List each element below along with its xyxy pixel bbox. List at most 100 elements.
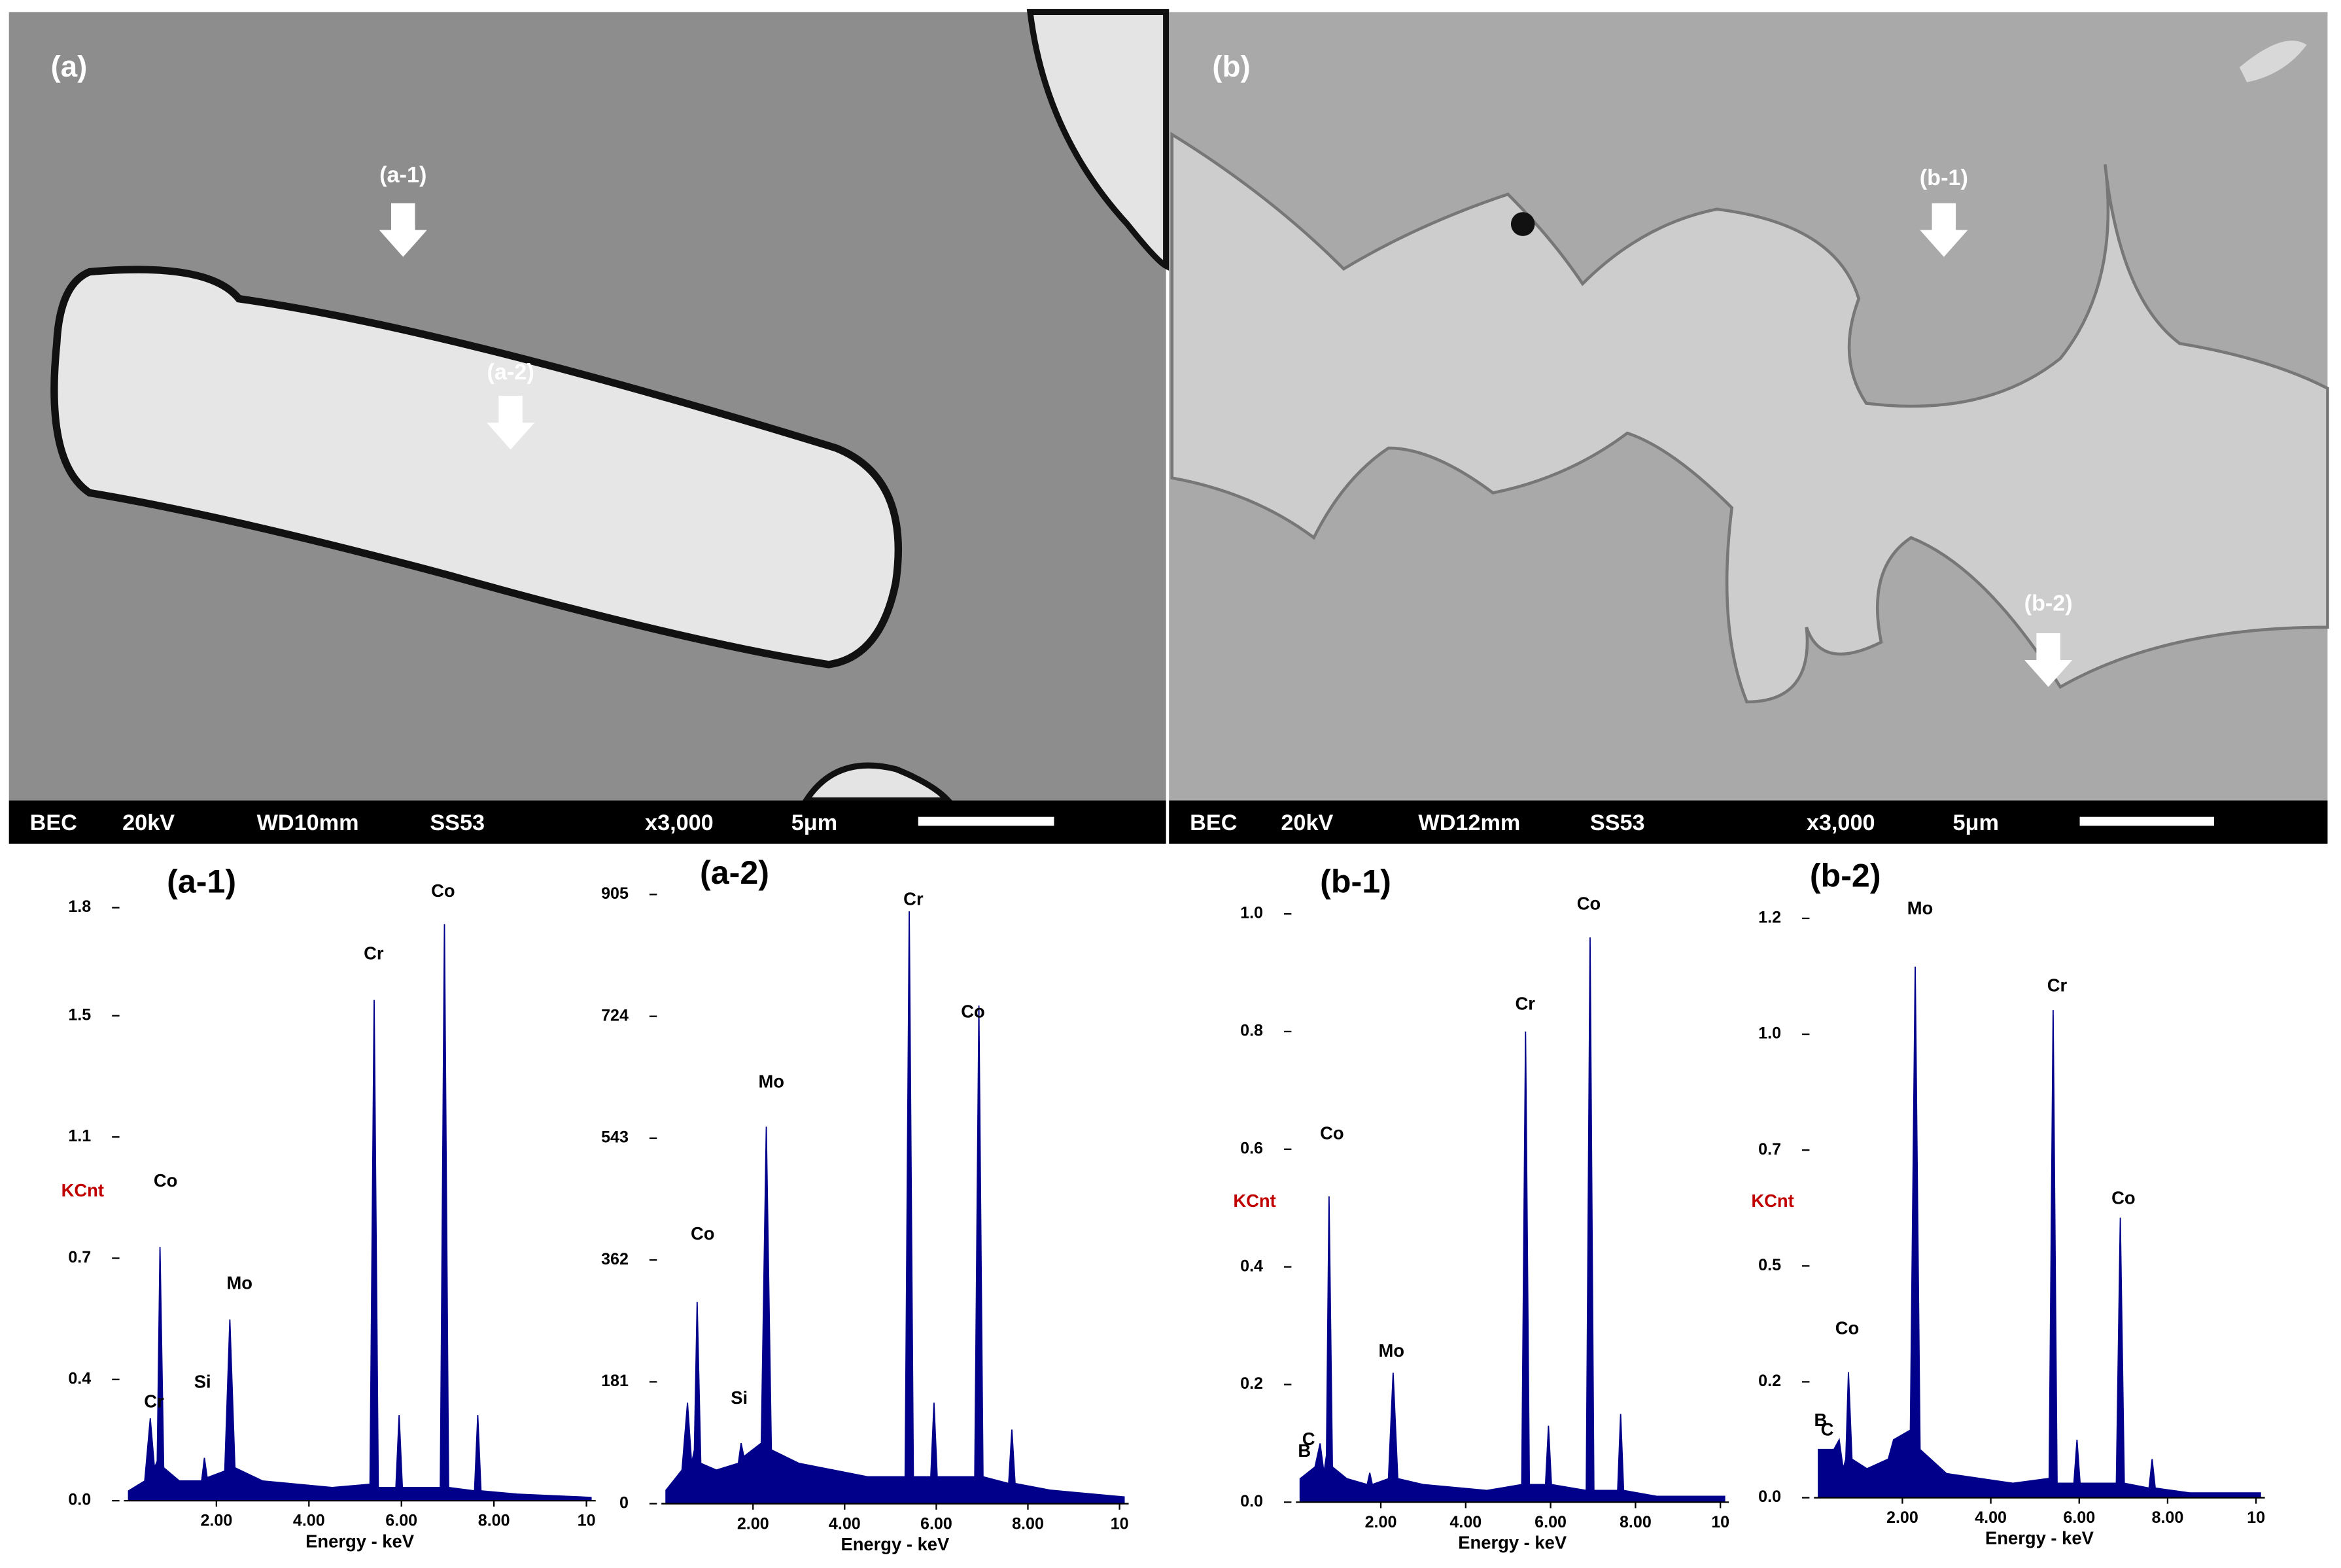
y-tick-label: 0.8: [1240, 1022, 1263, 1040]
y-tick-label: 1.0: [1240, 904, 1263, 922]
y-tick-label: 724: [601, 1006, 629, 1024]
spectrum: [665, 911, 1125, 1505]
y-tick-label: 0.6: [1240, 1139, 1263, 1157]
x-tick-label: 10: [1111, 1514, 1129, 1533]
point-label: (b-2): [2024, 591, 2073, 616]
x-axis-label: Energy - keV: [841, 1534, 950, 1554]
arrow: [379, 203, 427, 257]
y-tick-label: 0.7: [68, 1248, 91, 1266]
peak-label: B: [1298, 1440, 1311, 1461]
x-tick-label: 8.00: [2151, 1508, 2183, 1527]
x-axis-label: Energy - keV: [1458, 1533, 1567, 1553]
spectrum: [1818, 966, 2261, 1499]
phase: [1170, 131, 2329, 704]
peak-label: Cr: [144, 1391, 164, 1412]
pore: [1510, 212, 1535, 236]
y-axis-label: KCnt: [61, 1180, 104, 1200]
x-tick-label: 6.00: [2063, 1508, 2095, 1527]
info-text: 5μm: [1953, 810, 1999, 835]
y-tick-label: 362: [601, 1250, 629, 1268]
info-text: 20kV: [122, 810, 175, 835]
y-tick-label: 1.0: [1758, 1024, 1781, 1043]
peak-label: B: [1814, 1410, 1828, 1430]
y-tick-label: 543: [601, 1128, 629, 1147]
info-text: WD10mm: [257, 810, 359, 835]
x-tick-label: 6.00: [385, 1512, 417, 1530]
scale-bar: [918, 816, 1054, 826]
sem-panel-b: [1169, 12, 2329, 844]
y-tick-label: 1.8: [68, 897, 91, 916]
info-text: WD12mm: [1418, 810, 1520, 835]
x-tick-label: 8.00: [1620, 1513, 1652, 1531]
peak-label: Mo: [1907, 897, 1933, 918]
info-text: x3,000: [1807, 810, 1875, 835]
peak-label: Mo: [758, 1071, 784, 1091]
chart-title: (a-2): [700, 854, 769, 891]
x-axis-label: Energy - keV: [305, 1531, 415, 1551]
info-text: BEC: [30, 810, 77, 835]
y-tick-label: 1.1: [68, 1127, 91, 1145]
point-label: (a-1): [379, 163, 426, 188]
panel-label: (a): [51, 50, 88, 83]
info-text: 5μm: [791, 810, 837, 835]
y-tick-label: 181: [601, 1372, 629, 1390]
spectrum: [1299, 937, 1725, 1503]
y-tick-label: 1.2: [1758, 909, 1781, 927]
y-tick-label: 0.0: [1240, 1492, 1263, 1510]
peak-label: Cr: [1515, 994, 1535, 1014]
x-tick-label: 8.00: [1012, 1514, 1044, 1533]
peak-label: Co: [2111, 1187, 2136, 1208]
x-tick-label: 4.00: [1975, 1508, 2007, 1527]
phase: [1026, 9, 1170, 271]
x-tick-label: 2.00: [1365, 1513, 1397, 1531]
x-tick-label: 8.00: [478, 1512, 510, 1530]
peak-label: Co: [961, 1001, 985, 1021]
x-tick-label: 4.00: [1449, 1513, 1482, 1531]
info-text: x3,000: [645, 810, 714, 835]
x-tick-label: 2.00: [1886, 1508, 1918, 1527]
y-tick-label: 0.2: [1758, 1372, 1781, 1390]
peak-label: Co: [691, 1223, 715, 1244]
y-tick-label: 0.5: [1758, 1256, 1781, 1274]
peak-label: Mo: [226, 1272, 252, 1293]
peak-label: Cr: [364, 943, 384, 964]
sem-panel-a: [9, 9, 1170, 844]
scale-bar: [2079, 816, 2214, 826]
y-axis-label: KCnt: [1751, 1191, 1794, 1211]
x-tick-label: 10: [2247, 1508, 2265, 1527]
x-tick-label: 10: [578, 1512, 596, 1530]
x-axis-label: Energy - keV: [1985, 1528, 2094, 1548]
x-tick-label: 6.00: [1535, 1513, 1567, 1531]
x-tick-label: 2.00: [200, 1512, 232, 1530]
arrow: [487, 396, 535, 450]
y-tick-label: 0.0: [1758, 1488, 1781, 1506]
peak-label: C: [1302, 1429, 1315, 1449]
info-text: SS53: [1590, 810, 1645, 835]
peak-label: Cr: [2047, 975, 2068, 996]
info-text: BEC: [1190, 810, 1237, 835]
x-tick-label: 10: [1711, 1513, 1729, 1531]
point-label: (b-1): [1920, 166, 1968, 190]
chart-title: (b-1): [1320, 863, 1391, 900]
y-tick-label: 0.4: [1240, 1257, 1263, 1275]
info-text: SS53: [430, 810, 485, 835]
phase: [50, 266, 903, 669]
x-tick-label: 4.00: [829, 1514, 861, 1533]
y-tick-label: 0.7: [1758, 1140, 1781, 1159]
y-axis-label: KCnt: [1233, 1191, 1275, 1211]
x-tick-label: 4.00: [293, 1512, 325, 1530]
peak-label: Co: [431, 880, 455, 901]
peak-label: Cr: [903, 889, 924, 909]
chart-title: (a-1): [167, 863, 236, 900]
info-text: 20kV: [1281, 810, 1333, 835]
chart-title: (b-2): [1810, 858, 1881, 894]
peak-label: Si: [731, 1387, 748, 1408]
y-tick-label: 0.2: [1240, 1374, 1263, 1393]
peak-label: Co: [1577, 894, 1601, 914]
panel-label: (b): [1212, 50, 1250, 83]
spectrum: [128, 924, 592, 1502]
peak-label: Co: [1835, 1318, 1860, 1338]
peak-label: C: [1821, 1420, 1834, 1440]
peak-label: Mo: [1378, 1340, 1404, 1361]
